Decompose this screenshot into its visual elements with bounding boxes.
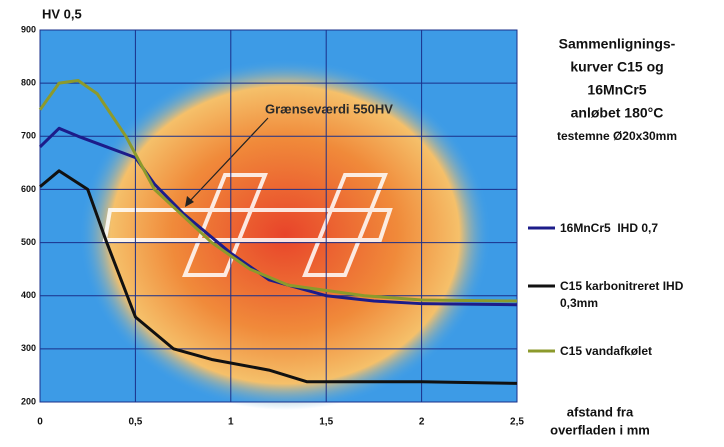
title-line: Sammenlignings- [559,36,676,52]
title-line: 16MnCr5 [587,82,646,98]
x-tick-label: 0,5 [128,417,142,428]
y-tick-label: 500 [21,237,36,247]
x-tick-label: 1 [228,417,234,428]
x-tick-label: 2 [419,417,425,428]
y-tick-label: 300 [21,343,36,353]
x-axis-label: afstand fra [567,404,634,419]
x-tick-label: 1,5 [319,417,333,428]
title-line: anløbet 180°C [571,105,664,121]
title-line: kurver C15 og [570,59,663,75]
y-tick-label: 800 [21,78,36,88]
x-tick-label: 0 [37,417,43,428]
annotation: Grænseværdi 550HV [265,101,393,116]
y-tick-label: 200 [21,396,36,406]
x-tick-label: 2,5 [510,417,524,428]
legend-label: C15 karbonitreret IHD 0,3mm [560,278,685,312]
legend-label: C15 vandafkølet [560,343,685,360]
title: Sammenlignings-kurver C15 og 16MnCr5 anløb… [557,36,677,143]
x-axis-label: overfladen i mm [550,422,650,437]
page: HV 0,5 Grænseværdi 550HV Sammenlignings-… [0,0,724,447]
legend-label: 16MnCr5 IHD 0,7 [560,220,685,237]
title-line: testemne Ø20x30mm [557,129,677,143]
y-tick-label: 700 [21,131,36,141]
y-tick-label: 400 [21,290,36,300]
y-axis-label: HV 0,5 [42,6,82,21]
y-tick-label: 600 [21,184,36,194]
y-tick-label: 900 [21,24,36,34]
